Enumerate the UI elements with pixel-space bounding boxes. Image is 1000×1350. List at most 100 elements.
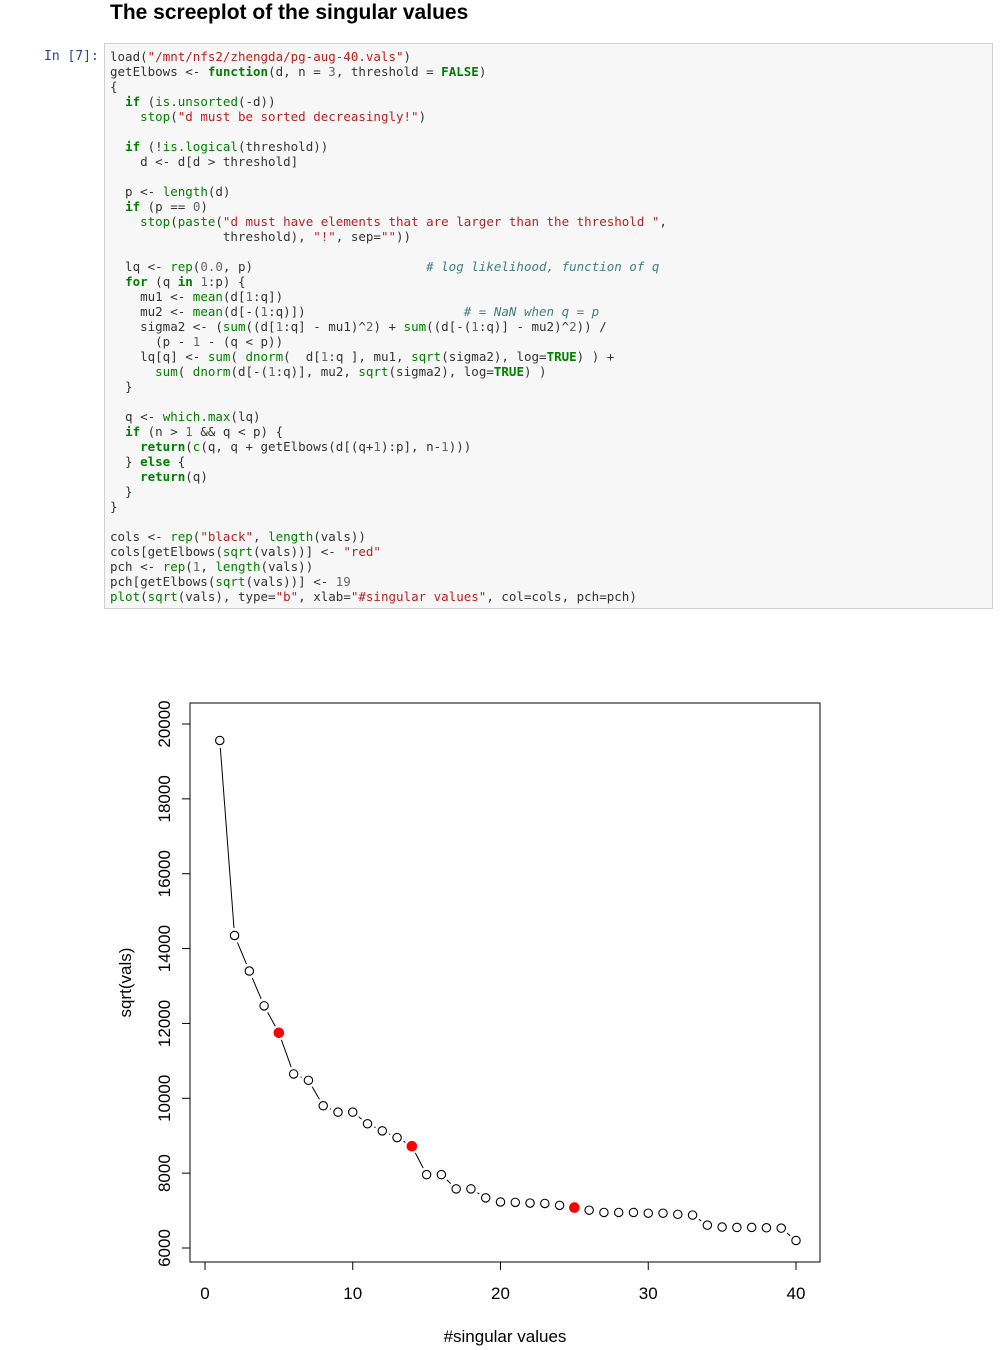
code-line: (p - 1 - (q < p)) [110,334,992,349]
code-token: (lq) [230,409,261,424]
code-line: } [110,499,992,514]
code-token: in [177,274,193,289]
code-token: 1 [320,349,329,364]
code-token: sum [207,349,231,364]
code-token [110,364,155,379]
code-cell[interactable]: load("/mnt/nfs2/zhengda/pg-aug-40.vals")… [104,43,993,609]
y-tick-label: 20000 [155,700,174,747]
code-line: if (n > 1 && q < p) { [110,424,992,439]
code-token [110,139,125,154]
code-token: stop [140,214,171,229]
code-token: ( [177,364,193,379]
series-segment [403,1140,406,1143]
code-token: q <- [110,409,163,424]
series-segment [219,747,235,929]
code-token: } [110,499,118,514]
code-line: cols <- rep("black", length(vals)) [110,529,992,544]
code-token: (d[ [222,289,246,304]
code-token: (vals)) [260,559,314,574]
series-segment [477,1192,480,1195]
code-token: 1 [268,364,276,379]
code-token: } [110,484,133,499]
code-line: { [110,79,992,94]
cell-prompt: In [7]: [44,49,99,64]
code-token [110,469,140,484]
code-token: function [207,64,269,79]
code-token: cols[getElbows( [110,544,223,559]
code-token: 1 [260,304,269,319]
code-line: if (is.unsorted(-d)) [110,94,992,109]
code-token: (p == [140,199,193,214]
code-token: ) ) + [576,349,615,364]
notebook-heading: The screeplot of the singular values [110,1,469,24]
code-token: (sigma2), log= [441,349,547,364]
code-token: (q) [185,469,208,484]
code-token: && q < p) { [192,424,284,439]
data-point [702,1220,713,1230]
data-point [599,1207,609,1218]
code-token: else [140,454,171,469]
data-point [229,930,240,941]
code-token: 1 [192,559,201,574]
code-line: sum( dnorm(d[-(1:q)], mu2, sqrt(sigma2),… [110,364,992,379]
code-token: (! [140,139,163,154]
code-token: ( [170,214,178,229]
code-token [110,274,125,289]
code-token: 2 [365,319,374,334]
code-token: (vals)) [313,529,366,544]
code-token: paste [177,214,216,229]
code-token: p <- [110,184,163,199]
code-token: ((d[ [245,319,276,334]
data-point [318,1101,328,1111]
code-line: if (p == 0) [110,199,992,214]
data-point [480,1193,491,1203]
series-segment [267,1012,276,1027]
data-point [377,1126,388,1136]
code-token: } [110,454,141,469]
data-point [495,1197,506,1207]
code-token: TRUE [493,364,524,379]
code-token: sqrt [358,364,389,379]
code-token: plot [110,589,141,604]
code-token: "d must have elements that are larger th… [222,214,660,229]
code-token: , xlab= [298,589,351,604]
data-point [392,1132,402,1143]
code-token: for [125,274,148,289]
x-tick-label: 10 [343,1284,362,1303]
code-token: getElbows <- [110,64,208,79]
code-token: c [192,439,201,454]
code-line: getElbows <- function(d, n = 3, threshol… [110,64,992,79]
code-token: ( [192,259,201,274]
data-point [732,1222,742,1233]
code-line: q <- which.max(lq) [110,409,992,424]
code-token: return [140,439,186,454]
code-token: 1 [192,334,201,349]
code-token: mean [192,289,223,304]
data-point [613,1207,624,1218]
code-token: (d[-( [222,304,261,319]
code-token: ( [140,589,148,604]
code-token: ):p], n- [380,439,442,454]
code-line: stop("d must be sorted decreasingly!") [110,109,992,124]
code-editor[interactable]: load("/mnt/nfs2/zhengda/pg-aug-40.vals")… [105,44,992,604]
code-token: :q] - mu1)^ [283,319,366,334]
code-token: ( [230,349,246,364]
code-token: (d[-( [230,364,269,379]
data-point [288,1069,299,1079]
code-line: cols[getElbows(sqrt(vals))] <- "red" [110,544,992,559]
code-token: sqrt [215,574,246,589]
code-token: length [162,184,208,199]
code-token: , col=cols, pch=pch) [486,589,637,604]
code-token: ( [192,529,201,544]
code-token: { [170,454,186,469]
series-segment [388,1133,391,1135]
x-tick-label: 40 [787,1284,806,1303]
code-token: :q)]) [268,304,464,319]
code-token: (vals), type= [177,589,276,604]
x-tick-label: 20 [491,1284,510,1303]
code-line: plot(sqrt(vals), type="b", xlab="#singul… [110,589,992,604]
x-axis-label: #singular values [444,1327,567,1346]
code-token: ( [185,439,193,454]
code-line: pch[getElbows(sqrt(vals))] <- 19 [110,574,992,589]
code-line: lq[q] <- sum( dnorm( d[1:q ], mu1, sqrt(… [110,349,992,364]
